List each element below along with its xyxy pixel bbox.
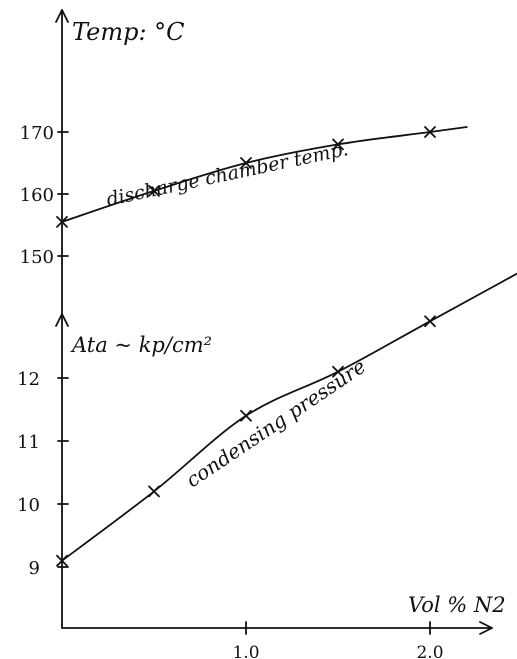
pressure-y-tick-label: 9 <box>29 558 40 579</box>
condensing-pressure-series-point <box>148 485 160 498</box>
pressure-axis-title: Ata ~ kp/cm² <box>70 333 212 357</box>
secondary-y-axis-arrow <box>55 313 69 327</box>
labels-layer: discharge chamber temp. condensing pressu… <box>104 138 370 492</box>
temp-axis-title: Temp: °C <box>72 18 185 46</box>
discharge-temp-series-point <box>332 138 344 151</box>
x-axis-arrow <box>479 621 493 635</box>
condensing-pressure-series-point <box>424 315 436 328</box>
pressure-y-tick-label: 11 <box>17 432 40 453</box>
discharge-temp-series-point <box>56 216 68 228</box>
discharge-temp-series-point <box>240 157 252 169</box>
x-tick-label: 2.0 <box>416 643 443 659</box>
discharge-temp-series-point <box>148 185 160 197</box>
discharge-temp-series-point <box>424 126 436 138</box>
ticks-layer: 150 160 170 9 10 11 12 1.0 2.0 <box>17 123 443 659</box>
y-axis-arrow <box>55 9 69 23</box>
pressure-y-tick-label: 10 <box>17 495 40 516</box>
series-layer <box>56 126 517 567</box>
condensing-pressure-series-point <box>56 554 68 567</box>
temp-y-tick-label: 170 <box>20 123 54 144</box>
discharge-temp-series-label: discharge chamber temp. <box>104 138 350 211</box>
condensing-pressure-series-label: condensing pressure <box>181 354 370 492</box>
condensing-pressure-series-point <box>240 409 252 422</box>
condensing-pressure-series-point <box>332 365 344 378</box>
pressure-y-tick-label: 12 <box>17 369 40 390</box>
temp-y-tick-label: 160 <box>20 185 54 206</box>
x-tick-label: 1.0 <box>232 643 259 659</box>
condensing-pressure-series-line <box>61 272 517 562</box>
x-axis-title: Vol % N2 <box>408 593 506 617</box>
temp-y-tick-label: 150 <box>20 247 54 268</box>
